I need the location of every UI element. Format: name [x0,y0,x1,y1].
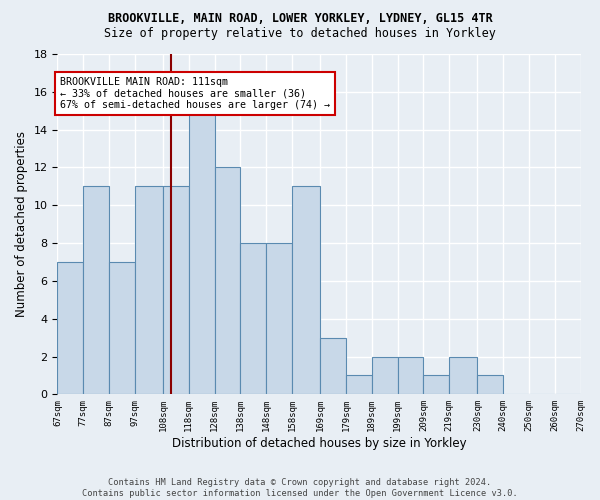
Text: BROOKVILLE, MAIN ROAD, LOWER YORKLEY, LYDNEY, GL15 4TR: BROOKVILLE, MAIN ROAD, LOWER YORKLEY, LY… [107,12,493,26]
Y-axis label: Number of detached properties: Number of detached properties [15,131,28,317]
Text: Size of property relative to detached houses in Yorkley: Size of property relative to detached ho… [104,28,496,40]
X-axis label: Distribution of detached houses by size in Yorkley: Distribution of detached houses by size … [172,437,466,450]
Bar [478,376,503,394]
Bar [83,186,109,394]
Bar [266,243,292,394]
Bar [109,262,135,394]
Bar [292,186,320,394]
Bar [424,376,449,394]
Text: Contains HM Land Registry data © Crown copyright and database right 2024.
Contai: Contains HM Land Registry data © Crown c… [82,478,518,498]
Text: BROOKVILLE MAIN ROAD: 111sqm
← 33% of detached houses are smaller (36)
67% of se: BROOKVILLE MAIN ROAD: 111sqm ← 33% of de… [60,76,330,110]
Bar [215,168,241,394]
Bar [346,376,372,394]
Bar [372,356,398,395]
Bar [398,356,424,395]
Bar [241,243,266,394]
Bar [135,186,163,394]
Bar [58,262,83,394]
Bar [320,338,346,394]
Bar [189,110,215,395]
Bar [449,356,478,395]
Bar [163,186,189,394]
